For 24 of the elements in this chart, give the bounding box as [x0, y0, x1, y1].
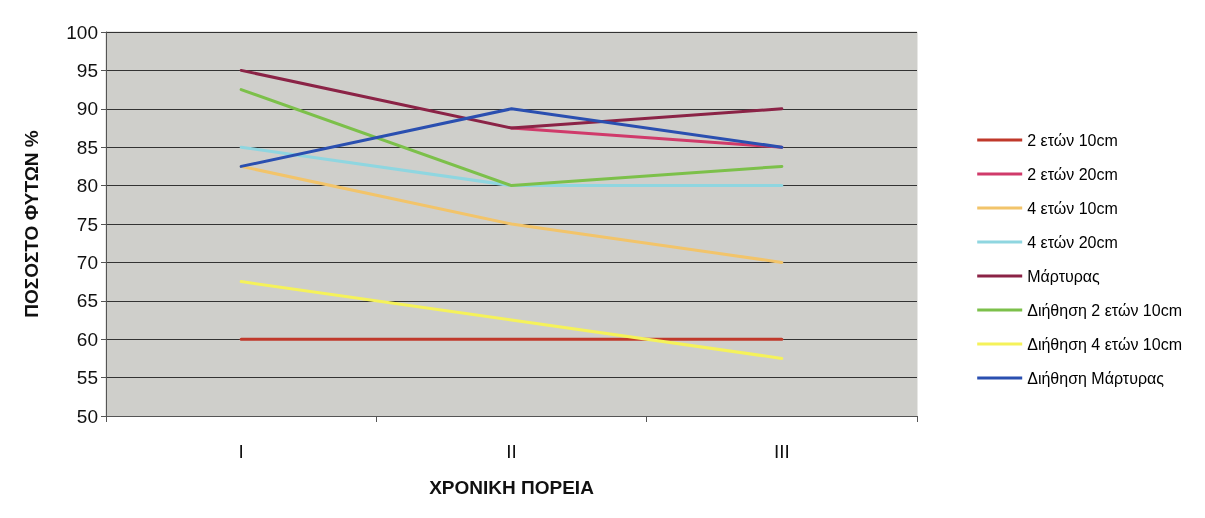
legend-label: Μάρτυρας: [1027, 267, 1101, 285]
y-tick-label: 100: [66, 21, 98, 43]
legend-label: 2 ετών 20cm: [1027, 165, 1118, 183]
x-axis-title: ΧΡΟΝΙΚΗ ΠΟΡΕΙΑ: [429, 477, 595, 498]
y-tick-label: 50: [76, 405, 98, 427]
legend-label: Διήθηση 4 ετών 10cm: [1027, 335, 1183, 353]
x-tick-label: II: [506, 441, 517, 462]
legend-label: Διήθηση 2 ετών 10cm: [1027, 301, 1183, 319]
y-axis-title: ΠΟΣΟΣΤΟ ΦΥΤΩΝ %: [21, 130, 42, 318]
y-tick-label: 75: [76, 213, 98, 235]
y-tick-label: 85: [76, 136, 98, 158]
legend-label: 4 ετών 10cm: [1027, 199, 1118, 217]
y-tick-label: 95: [76, 59, 98, 81]
y-tick-label: 90: [76, 98, 98, 120]
legend-label: Διήθηση Μάρτυρας: [1027, 369, 1165, 387]
x-tick-label: III: [773, 441, 790, 462]
y-tick-label: 80: [76, 175, 98, 197]
y-tick-label: 65: [76, 290, 98, 312]
y-tick-label: 55: [76, 367, 98, 389]
legend-label: 4 ετών 20cm: [1027, 233, 1118, 251]
legend-label: 2 ετών 10cm: [1027, 131, 1118, 149]
y-tick-label: 60: [76, 328, 98, 350]
x-tick-label: I: [238, 441, 244, 462]
y-tick-label: 70: [76, 251, 98, 273]
